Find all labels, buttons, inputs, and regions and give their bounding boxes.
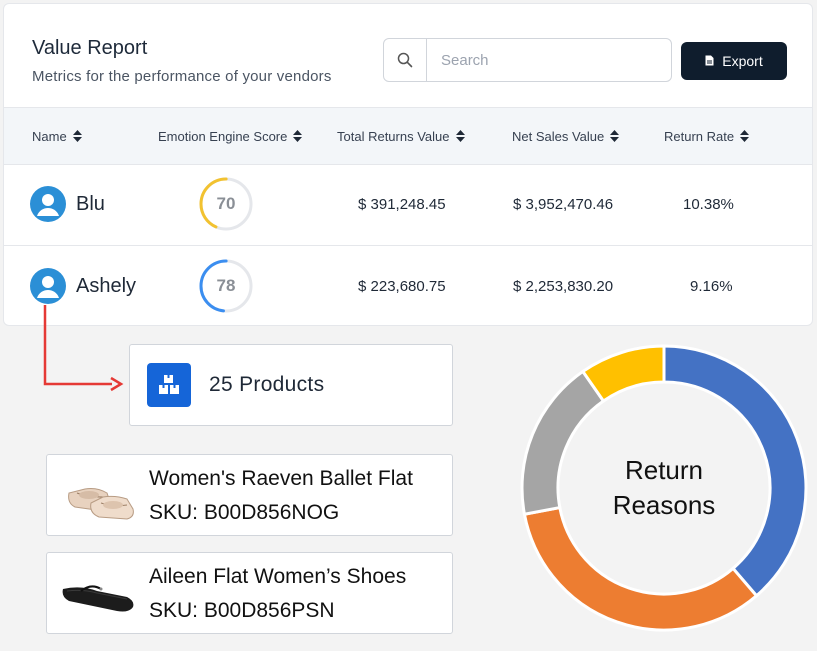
search-icon (384, 39, 427, 81)
table-row[interactable]: Ashely 78 $ 223,680.75 $ 2,253,830.20 9.… (4, 245, 812, 325)
score-cell: 78 (198, 245, 254, 325)
score-cell: 70 (198, 163, 254, 245)
sort-icon (72, 130, 82, 142)
export-button[interactable]: Export (681, 42, 787, 80)
column-label: Return Rate (664, 128, 735, 144)
column-header-total-returns[interactable]: Total Returns Value (337, 108, 465, 164)
score-value: 78 (216, 276, 236, 295)
page-title: Value Report (32, 37, 148, 59)
connector-arrow (43, 305, 124, 392)
score-gauge: 70 (198, 176, 254, 232)
column-header-net-sales[interactable]: Net Sales Value (512, 108, 620, 164)
product-card[interactable]: Aileen Flat Women’s Shoes SKU: B00D856PS… (46, 552, 453, 634)
return-rate-value: 10.38% (683, 195, 734, 213)
net-sales-value: $ 3,952,470.46 (513, 195, 614, 213)
products-count: 25 Products (209, 373, 325, 396)
product-name: Women's Raeven Ballet Flat (149, 467, 413, 490)
column-header-score[interactable]: Emotion Engine Score (158, 108, 303, 164)
page-subtitle: Metrics for the performance of your vend… (32, 68, 332, 85)
vendor-cell: Ashely (30, 245, 137, 325)
vendor-cell: Blu (30, 163, 105, 245)
sort-icon (293, 130, 303, 142)
chart-title: Return Reasons (520, 344, 808, 632)
boxes-icon (147, 363, 191, 407)
black-mary-jane-flat-image (62, 585, 134, 612)
chart-title-line: Return (624, 455, 704, 485)
total-returns-value: $ 391,248.45 (358, 195, 446, 213)
column-label: Net Sales Value (512, 128, 605, 144)
return-rate-value: 9.16% (690, 277, 733, 295)
column-label: Name (32, 128, 67, 144)
column-label: Emotion Engine Score (158, 128, 288, 144)
score-gauge: 78 (198, 258, 254, 314)
avatar-icon (30, 268, 66, 304)
total-returns-value: $ 223,680.75 (358, 277, 446, 295)
product-sku: SKU: B00D856NOG (149, 501, 340, 524)
chart-title-line: Reasons (612, 490, 716, 520)
donut-slice (580, 344, 666, 404)
column-header-name[interactable]: Name (32, 108, 82, 164)
table-row[interactable]: Blu 70 $ 391,248.45 $ 3,952,470.46 10.38… (4, 163, 812, 246)
beige-ballet-flat-image (68, 488, 134, 520)
search-input[interactable] (427, 38, 671, 82)
score-value: 70 (216, 194, 236, 213)
avatar-icon (30, 186, 66, 222)
vendor-name: Ashely (76, 274, 137, 297)
export-label: Export (722, 53, 763, 69)
sort-icon (740, 130, 750, 142)
table-header: Name Emotion Engine Score Total Returns … (4, 107, 812, 165)
return-reasons-chart: Return Reasons (520, 344, 808, 632)
value-report-card: Value Report Metrics for the performance… (3, 3, 813, 326)
column-header-return-rate[interactable]: Return Rate (664, 108, 750, 164)
vendor-name: Blu (76, 192, 105, 215)
product-sku: SKU: B00D856PSN (149, 599, 335, 622)
product-card[interactable]: Women's Raeven Ballet Flat SKU: B00D856N… (46, 454, 453, 536)
products-summary-card[interactable]: 25 Products (129, 344, 453, 426)
net-sales-value: $ 2,253,830.20 (513, 277, 614, 295)
document-icon (705, 53, 714, 69)
search-box[interactable] (383, 38, 672, 82)
sort-icon (610, 130, 620, 142)
sort-icon (455, 130, 465, 142)
donut-chart (520, 344, 808, 632)
column-label: Total Returns Value (337, 128, 450, 144)
product-name: Aileen Flat Women’s Shoes (149, 565, 407, 588)
